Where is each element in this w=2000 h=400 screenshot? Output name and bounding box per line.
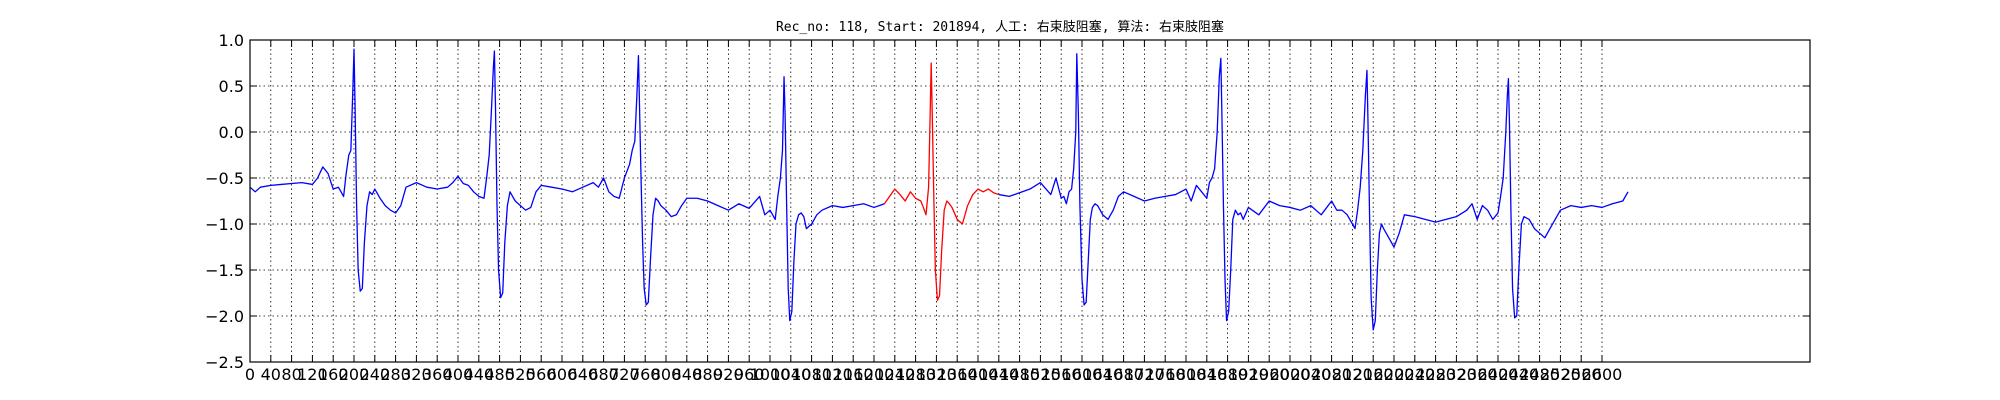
x-tick-label: 2120 (1332, 365, 1373, 384)
x-tick-label: 1520 (1020, 365, 1061, 384)
series-layer (249, 48, 1629, 331)
x-tick-label: 2360 (1457, 365, 1498, 384)
y-tick-label: −1.0 (205, 215, 244, 234)
x-tick-label: 280 (380, 365, 411, 384)
x-tick-label: 400 (443, 365, 474, 384)
x-tick-label: 600 (547, 365, 578, 384)
x-tick-label: 200 (339, 365, 370, 384)
x-tick-label: 480 (484, 365, 515, 384)
x-tick-label: 840 (672, 365, 703, 384)
x-tick-label: 1400 (958, 365, 999, 384)
x-tick-label: 680 (588, 365, 619, 384)
y-axis: 1.0 0.5 0.0 −0.5 −1.0 −1.5 −2.0 −2.5 (205, 31, 1810, 372)
x-tick-label: 2600 (1582, 365, 1623, 384)
x-tick-label: 2560 (1561, 365, 1602, 384)
x-tick-label: 960 (734, 365, 765, 384)
x-tick-label: 1200 (854, 365, 895, 384)
x-tick-label: 1920 (1228, 365, 1269, 384)
x-tick-label: 1240 (874, 365, 915, 384)
x-tick-label: 1960 (1249, 365, 1290, 384)
x-tick-label: 0 (245, 365, 255, 384)
x-tick-label: 1120 (812, 365, 853, 384)
x-tick-label: 1480 (999, 365, 1040, 384)
ecg-series-0 (249, 48, 885, 322)
grid (250, 40, 1810, 362)
x-tick-label: 2520 (1540, 365, 1581, 384)
x-tick-label: 1560 (1041, 365, 1082, 384)
x-tick-label: 2000 (1270, 365, 1311, 384)
x-tick-label: 320 (401, 365, 432, 384)
x-tick-label: 1840 (1186, 365, 1227, 384)
x-tick-label: 40 (261, 365, 281, 384)
x-tick-label: 2160 (1353, 365, 1394, 384)
x-tick-label: 1160 (833, 365, 874, 384)
x-tick-label: 160 (318, 365, 349, 384)
y-tick-label: −2.5 (205, 353, 244, 372)
x-tick-label: 1720 (1124, 365, 1165, 384)
x-tick-label: 2480 (1519, 365, 1560, 384)
x-tick-label: 2080 (1311, 365, 1352, 384)
y-tick-label: −1.5 (205, 261, 244, 280)
x-tick-label: 2200 (1374, 365, 1415, 384)
x-tick-label: 2320 (1436, 365, 1477, 384)
x-tick-label: 1320 (916, 365, 957, 384)
chart-title: Rec_no: 118, Start: 201894, 人工: 右束肢阻塞, 算… (776, 19, 1224, 35)
x-tick-label: 240 (360, 365, 391, 384)
plot-frame (249, 39, 1811, 363)
x-tick-label: 2440 (1498, 365, 1539, 384)
x-tick-label: 440 (464, 365, 495, 384)
x-tick-label: 760 (630, 365, 661, 384)
x-tick-label: 360 (422, 365, 453, 384)
x-tick-label: 1640 (1082, 365, 1123, 384)
x-tick-label: 640 (568, 365, 599, 384)
x-tick-label: 880 (692, 365, 723, 384)
x-tick-label: 80 (281, 365, 301, 384)
y-tick-label: 1.0 (219, 31, 244, 50)
x-tick-label: 1760 (1145, 365, 1186, 384)
x-tick-label: 2240 (1394, 365, 1435, 384)
x-tick-label: 1600 (1062, 365, 1103, 384)
x-tick-label: 1880 (1207, 365, 1248, 384)
x-tick-label: 1440 (978, 365, 1019, 384)
x-tick-label: 800 (651, 365, 682, 384)
x-tick-label: 520 (505, 365, 536, 384)
y-tick-label: −0.5 (205, 169, 244, 188)
x-tick-label: 1000 (750, 365, 791, 384)
x-tick-label: 1800 (1166, 365, 1207, 384)
x-tick-label: 2400 (1478, 365, 1519, 384)
x-tick-label: 2040 (1290, 365, 1331, 384)
y-tick-label: 0.5 (219, 77, 244, 96)
x-tick-label: 1040 (770, 365, 811, 384)
x-tick-label: 1280 (895, 365, 936, 384)
y-tick-label: −2.0 (205, 307, 244, 326)
x-tick-label: 920 (713, 365, 744, 384)
x-tick-label: 560 (526, 365, 557, 384)
x-tick-label: 2280 (1415, 365, 1456, 384)
x-tick-label: 720 (609, 365, 640, 384)
x-tick-label: 120 (297, 365, 328, 384)
x-tick-label: 1680 (1103, 365, 1144, 384)
x-axis: 0 40 8012016020024028032036040044048052056… (245, 40, 1622, 384)
x-tick-label: 1360 (937, 365, 978, 384)
x-tick-label: 1080 (791, 365, 832, 384)
y-tick-label: 0.0 (219, 123, 244, 142)
ecg-series-1 (883, 62, 1000, 302)
